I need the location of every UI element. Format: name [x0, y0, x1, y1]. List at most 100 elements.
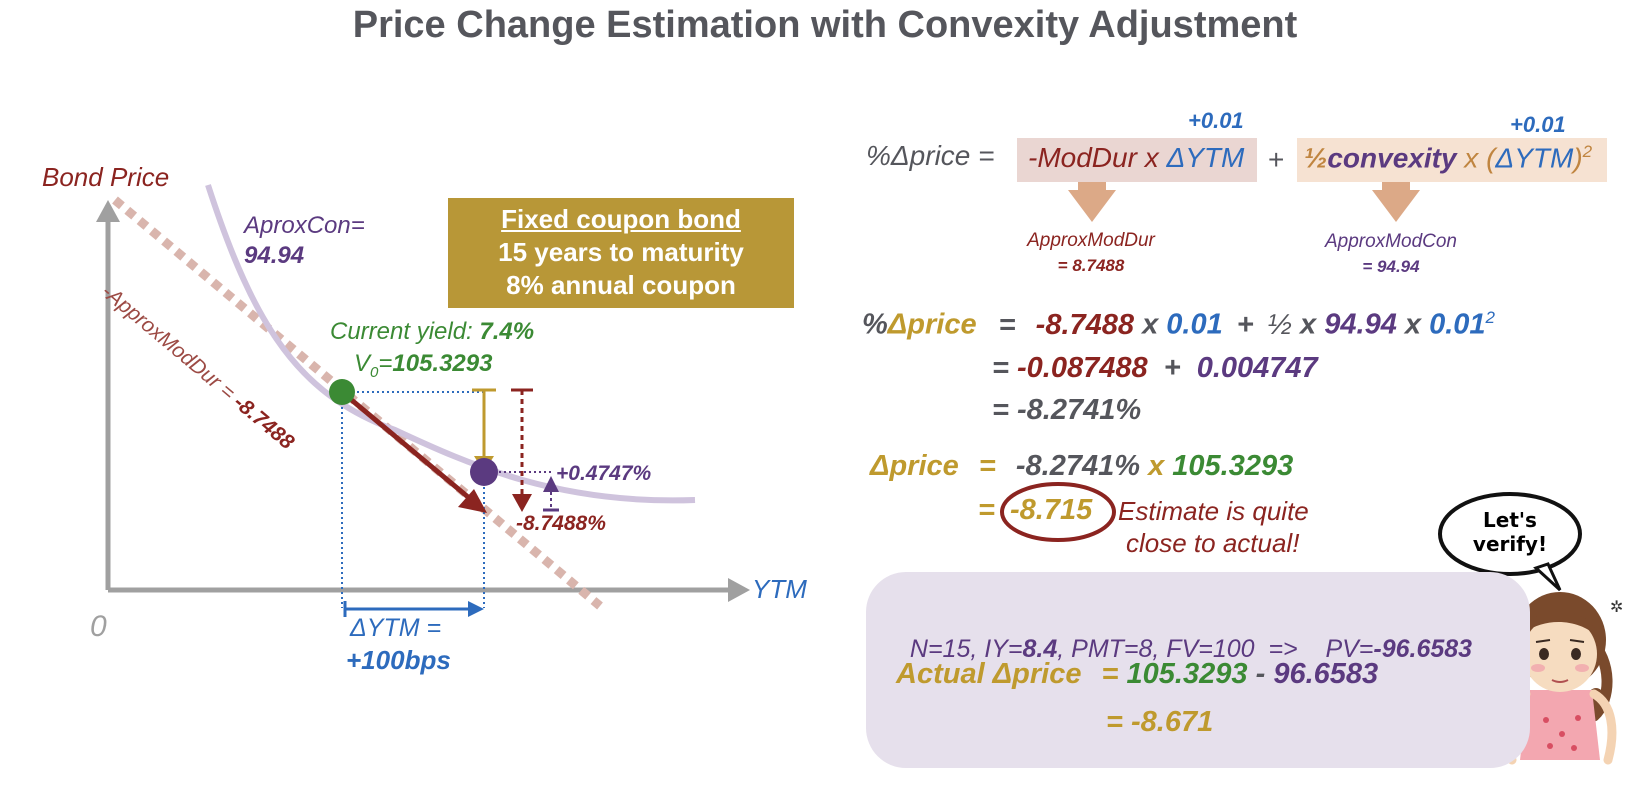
maroon-arrowhead — [512, 494, 532, 512]
increment-1: +0.01 — [1188, 108, 1244, 133]
svg-text:✲: ✲ — [1610, 597, 1623, 616]
calc-dprice: Δprice — [887, 308, 977, 341]
actual-minus: - — [1255, 658, 1266, 690]
v0-value: 105.3293 — [392, 350, 493, 377]
approx-modcon-value: = 94.94 — [1362, 257, 1420, 276]
actual-inputs-a: N=15, IY= — [909, 635, 1023, 663]
dytm-arrowhead — [468, 601, 484, 617]
calc-dytm-2: 0.01 — [1429, 308, 1486, 341]
y-axis-arrow — [96, 200, 120, 222]
dprice-x: x — [1148, 450, 1165, 482]
bubble-line-2: verify! — [1472, 532, 1548, 556]
current-yield: Current yield: 7.4% — [330, 318, 534, 346]
calc-x1: x — [1142, 308, 1159, 341]
dprice-line: Δprice = -8.2741% x 105.3293 — [870, 450, 1293, 483]
calc-dytm: 0.01 — [1166, 308, 1223, 341]
formula-dytm-2: ΔYTM — [1495, 142, 1574, 174]
bond-box-title: Fixed coupon bond — [501, 204, 741, 234]
calc-x2: x — [1300, 308, 1317, 341]
calc-eq: = — [998, 308, 1016, 341]
x-axis-arrow — [728, 578, 750, 602]
v0-point — [329, 379, 355, 405]
modcon-down-arrow-head — [1372, 190, 1420, 222]
calc-line2-a: -0.087488 — [1017, 352, 1148, 384]
dprice-eq2: = — [978, 494, 995, 526]
origin-label: 0 — [90, 610, 107, 643]
calc-convexity: 94.94 — [1324, 308, 1397, 341]
formula-dytm-1: ΔYTM — [1166, 142, 1245, 173]
x-axis-label: YTM — [752, 574, 807, 604]
y-axis-label: Bond Price — [42, 162, 170, 192]
speech-bubble-text: Let's verify! — [1458, 508, 1562, 556]
formula-x-open: x ( — [1456, 142, 1496, 174]
formula-term1: -ModDur x ΔYTM — [1028, 142, 1244, 174]
convexity-change-label: +0.4747% — [556, 462, 652, 485]
v0-label: V0=105.3293 — [354, 350, 492, 381]
convexity-term-box — [1297, 138, 1607, 182]
aprox-con-label: AproxCon= — [244, 212, 365, 239]
actual-pv: -96.6583 — [1373, 635, 1473, 663]
convexity-arrowhead — [543, 476, 559, 492]
page-title: Price Change Estimation with Convexity A… — [352, 4, 1298, 46]
formula-moddur: -ModDur x — [1028, 142, 1167, 173]
bond-box-coupon: 8% annual coupon — [506, 270, 736, 300]
actual-inputs-b: , PMT=8, FV=100 => PV= — [1057, 635, 1374, 663]
calc-line2-plus: + — [1163, 352, 1181, 384]
bond-description-box: Fixed coupon bond 15 years to maturity 8… — [448, 198, 794, 308]
dprice-result: -8.715 — [1010, 494, 1093, 526]
calc-line2-b: 0.004747 — [1196, 352, 1318, 384]
v0-symbol: V — [354, 350, 371, 377]
calc-square: 2 — [1485, 308, 1496, 327]
v0-eq: = — [378, 350, 393, 377]
actual-result: = -8.671 — [1106, 706, 1214, 738]
bond-box-maturity: 15 years to maturity — [498, 237, 744, 267]
calc-line-1: %Δprice = -8.7488 x 0.01 + ½ x 94.94 x 0… — [862, 308, 1495, 342]
duration-change-label: -8.7488% — [516, 512, 606, 535]
dprice-label: Δprice — [870, 450, 959, 482]
approx-moddur-value: = 8.7488 — [1057, 256, 1125, 275]
actual-calculation-panel — [866, 572, 1530, 768]
duration-arrow — [340, 390, 476, 504]
formula-convexity: convexity — [1327, 142, 1457, 174]
actual-dprice-label: Actual Δprice — [896, 658, 1082, 690]
actual-line-1: N=15, IY=8.4, PMT=8, FV=100 => PV=-96.65… — [896, 606, 1472, 664]
moddur-term-box — [1017, 138, 1257, 182]
current-yield-value: 7.4% — [479, 318, 535, 345]
actual-line-2: Actual Δprice = 105.3293 - 96.6583 — [896, 658, 1378, 691]
estimate-note-2: close to actual! — [1126, 528, 1300, 558]
actual-pv-value: 96.6583 — [1273, 658, 1379, 690]
formula-term2: ½convexity x (ΔYTM)2 — [1304, 142, 1592, 174]
dprice-eq: = — [978, 450, 996, 482]
speech-bubble-tail — [1533, 562, 1562, 592]
moddur-down-arrow-head — [1068, 190, 1116, 222]
dytm-value: +100bps — [346, 645, 451, 675]
calc-pct: % — [862, 308, 888, 341]
calc-plus: + — [1236, 308, 1254, 341]
calc-line-3: = -8.2741% — [992, 394, 1142, 426]
formula-plus: + — [1268, 144, 1285, 175]
increment-2: +0.01 — [1510, 112, 1566, 137]
formula-close: ) — [1573, 142, 1583, 174]
v1-point — [470, 458, 498, 486]
actual-v0: 105.3293 — [1126, 658, 1248, 690]
approx-moddur-label: ApproxModDur — [1027, 230, 1155, 251]
price-yield-curve — [205, 184, 696, 504]
aprox-con-value: 94.94 — [244, 242, 305, 269]
speech-bubble — [1438, 492, 1582, 576]
actual-eq: = — [1101, 658, 1119, 690]
dprice-v0: 105.3293 — [1172, 450, 1294, 482]
approx-modcon-label: ApproxModCon — [1324, 231, 1458, 252]
formula-lhs: %Δprice = — [866, 140, 995, 171]
bubble-line-1: Let's — [1483, 508, 1537, 532]
calc-line2-eq: = — [992, 352, 1009, 384]
formula-square: 2 — [1582, 142, 1593, 161]
estimate-note-1: Estimate is quite — [1118, 496, 1309, 526]
calc-moddur: -8.7488 — [1035, 308, 1135, 341]
dytm-label: ΔYTM = — [350, 614, 442, 642]
calc-line-2: = -0.087488 + 0.004747 — [992, 352, 1318, 385]
duration-arrowhead — [458, 489, 487, 513]
dprice-pct: -8.2741% — [1015, 450, 1141, 482]
calc-x3: x — [1404, 308, 1422, 341]
v0-subscript: 0 — [370, 363, 379, 381]
current-yield-label: Current yield: — [330, 318, 480, 345]
